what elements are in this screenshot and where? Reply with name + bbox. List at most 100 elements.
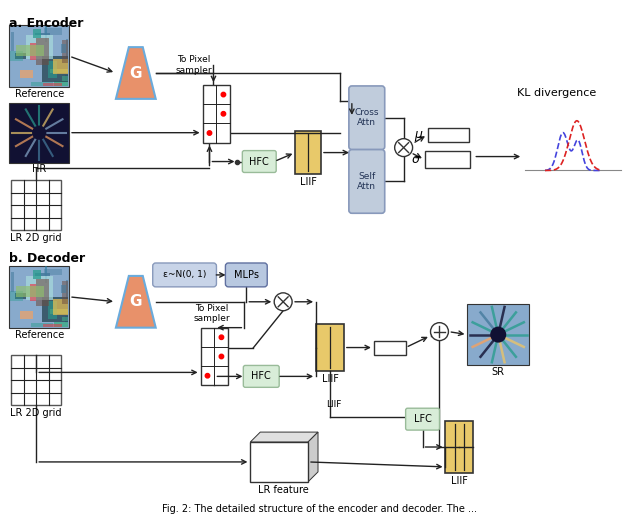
- FancyBboxPatch shape: [349, 150, 385, 213]
- Bar: [53, 300, 68, 315]
- Text: To Pixel
sampler: To Pixel sampler: [193, 304, 230, 323]
- Circle shape: [274, 293, 292, 311]
- Circle shape: [207, 131, 212, 135]
- Bar: [62, 40, 68, 63]
- Bar: [48, 61, 57, 78]
- Bar: [44, 324, 61, 327]
- Text: KL divergence: KL divergence: [517, 88, 596, 98]
- Bar: [10, 291, 23, 301]
- Polygon shape: [116, 47, 156, 99]
- Bar: [44, 269, 62, 276]
- Bar: [250, 442, 308, 482]
- Bar: [33, 270, 42, 279]
- Bar: [11, 272, 13, 292]
- Text: G: G: [129, 65, 142, 81]
- Bar: [295, 131, 321, 175]
- Bar: [65, 75, 68, 82]
- Bar: [64, 300, 68, 302]
- Bar: [15, 293, 26, 299]
- Bar: [10, 103, 69, 163]
- Bar: [26, 35, 53, 59]
- Bar: [316, 324, 344, 371]
- Bar: [16, 46, 44, 56]
- Bar: [31, 82, 52, 86]
- Bar: [50, 310, 68, 313]
- Polygon shape: [308, 432, 318, 482]
- Bar: [36, 279, 49, 305]
- Bar: [61, 44, 66, 52]
- Bar: [445, 421, 474, 473]
- FancyBboxPatch shape: [406, 408, 440, 430]
- Text: b. Decoder: b. Decoder: [10, 252, 86, 265]
- Bar: [65, 39, 68, 58]
- Bar: [54, 322, 68, 327]
- Text: LIIF: LIIF: [321, 374, 339, 384]
- Polygon shape: [116, 276, 156, 327]
- Bar: [44, 28, 62, 35]
- Polygon shape: [250, 432, 318, 442]
- Text: Reference: Reference: [15, 89, 64, 99]
- FancyBboxPatch shape: [243, 151, 276, 173]
- Bar: [42, 297, 68, 323]
- Bar: [424, 151, 470, 168]
- Text: HFC: HFC: [252, 371, 271, 381]
- Bar: [42, 56, 68, 82]
- Bar: [36, 38, 49, 65]
- Bar: [48, 301, 57, 319]
- Bar: [50, 69, 68, 73]
- Bar: [26, 276, 53, 300]
- Bar: [10, 25, 69, 87]
- Bar: [12, 180, 61, 230]
- Circle shape: [221, 93, 226, 97]
- Text: σ: σ: [412, 153, 420, 166]
- Bar: [54, 82, 68, 86]
- Text: ε~N(0, 1): ε~N(0, 1): [163, 270, 206, 279]
- Text: Cross
Attn: Cross Attn: [355, 108, 379, 128]
- Bar: [12, 356, 61, 405]
- Circle shape: [205, 373, 210, 378]
- Text: Fig. 2: The detailed structure of the encoder and decoder. The ...: Fig. 2: The detailed structure of the en…: [163, 504, 477, 514]
- Bar: [29, 43, 36, 60]
- Bar: [29, 284, 36, 301]
- Bar: [44, 83, 61, 86]
- Text: G: G: [129, 294, 142, 309]
- Bar: [62, 76, 68, 81]
- FancyBboxPatch shape: [153, 263, 216, 287]
- Circle shape: [32, 126, 46, 140]
- Circle shape: [490, 326, 506, 343]
- Text: MLPs: MLPs: [234, 270, 259, 280]
- Text: LR feature: LR feature: [258, 485, 308, 495]
- Bar: [20, 311, 33, 319]
- Bar: [16, 286, 44, 297]
- Bar: [45, 266, 47, 283]
- FancyBboxPatch shape: [243, 366, 279, 388]
- Text: Reference: Reference: [15, 329, 64, 339]
- Bar: [10, 266, 69, 327]
- Bar: [31, 323, 52, 327]
- Text: μ: μ: [415, 128, 422, 141]
- FancyBboxPatch shape: [225, 263, 268, 287]
- Bar: [53, 59, 68, 74]
- Bar: [65, 316, 68, 323]
- Text: To Pixel
sampler: To Pixel sampler: [175, 55, 212, 75]
- Circle shape: [431, 323, 449, 340]
- Text: LR 2D grid: LR 2D grid: [10, 408, 62, 418]
- Bar: [202, 85, 230, 143]
- Bar: [11, 32, 13, 51]
- Bar: [35, 32, 50, 36]
- Text: Self
Attn: Self Attn: [357, 172, 376, 191]
- Text: a. Encoder: a. Encoder: [10, 17, 84, 30]
- Bar: [374, 340, 406, 355]
- Text: HFC: HFC: [250, 156, 269, 166]
- Text: LFC: LFC: [413, 414, 431, 424]
- Text: SR: SR: [492, 368, 505, 378]
- Bar: [62, 317, 68, 321]
- Bar: [33, 29, 42, 38]
- Bar: [45, 26, 47, 42]
- Bar: [200, 327, 228, 385]
- Bar: [64, 59, 68, 61]
- Bar: [62, 281, 68, 304]
- Bar: [467, 304, 529, 366]
- Text: LIIF: LIIF: [451, 476, 468, 486]
- Bar: [15, 53, 26, 59]
